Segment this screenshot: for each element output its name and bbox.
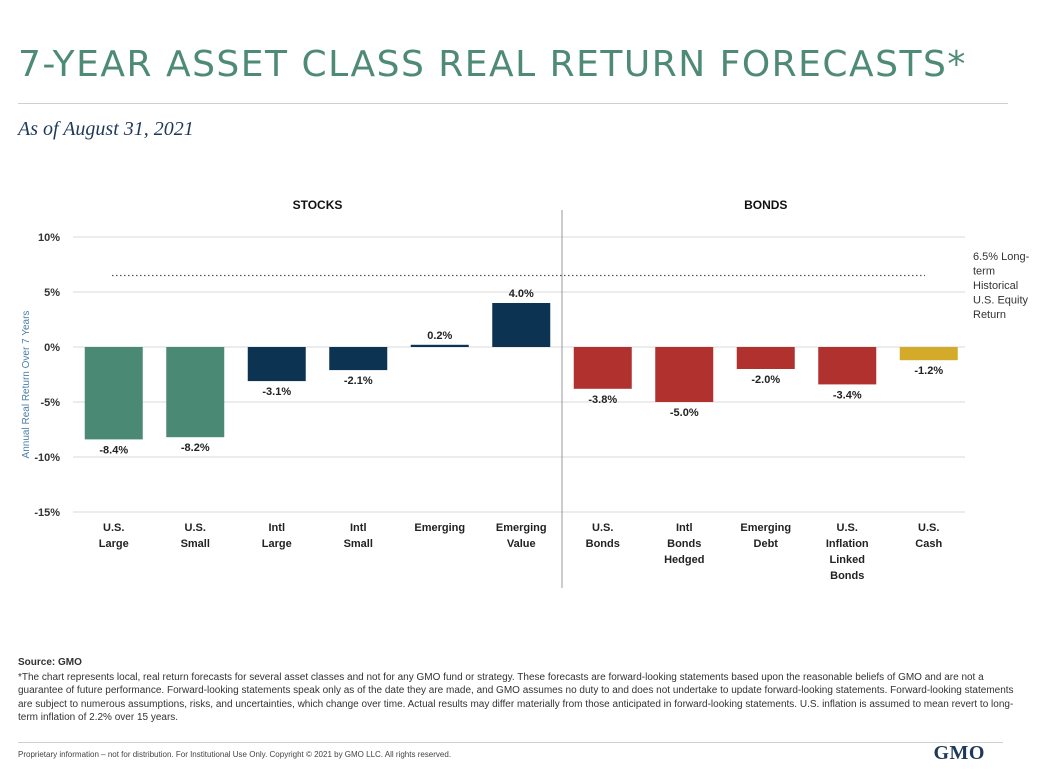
category-label-line: Large (262, 538, 292, 550)
bar (818, 347, 877, 385)
category-label-line: Emerging (414, 522, 465, 534)
bar-value-label: -1.2% (914, 365, 943, 377)
reference-line-label-line: Historical (973, 280, 1018, 292)
category-label-line: Small (181, 538, 210, 550)
category-label: U.S. Large (99, 522, 129, 550)
bar (329, 347, 388, 371)
category-label: Emerging Value (496, 522, 547, 550)
category-label-line: Inflation (826, 538, 869, 550)
category-label: Intl Small (344, 522, 373, 550)
bar-value-label: -2.0% (751, 374, 780, 386)
bar (736, 347, 795, 369)
category-label: Intl Large (262, 522, 292, 550)
bar (247, 347, 306, 382)
y-tick-label: -5% (40, 397, 60, 409)
gmo-logo: GMO (933, 742, 985, 764)
bar-value-label: -8.2% (181, 442, 210, 454)
bar-value-label: -8.4% (99, 444, 128, 456)
bar-value-label: 4.0% (509, 288, 534, 300)
bar-value-label: 0.2% (427, 330, 452, 342)
category-label: Emerging Debt (740, 522, 791, 550)
category-label-line: U.S. (918, 522, 939, 534)
category-label-line: Intl (676, 522, 693, 534)
category-label-line: Intl (269, 522, 286, 534)
footer-divider (18, 742, 1003, 743)
category-label-line: Large (99, 538, 129, 550)
category-label: U.S. Cash (915, 522, 942, 550)
reference-line-label-line: U.S. Equity (973, 295, 1029, 307)
bar-value-label: -5.0% (670, 407, 699, 419)
reference-line-label-line: Return (973, 309, 1006, 321)
bar-value-label: -3.1% (262, 386, 291, 398)
category-label-line: Value (507, 538, 536, 550)
bar (492, 303, 551, 347)
y-tick-label: 0% (44, 342, 60, 354)
category-label-line: Bonds (667, 538, 701, 550)
real-return-bar-chart: 10% 5% 0% -5% -10% -15% Annual Real Return Ove… (21, 198, 1030, 588)
y-tick-label: -15% (34, 507, 60, 519)
y-tick-label: -10% (34, 452, 60, 464)
title-divider (18, 103, 1008, 104)
category-label-line: Debt (754, 538, 779, 550)
y-tick-label: 10% (38, 232, 60, 244)
reference-line-label-line: 6.5% Long- (973, 251, 1030, 263)
category-label-line: U.S. (837, 522, 858, 534)
source-note: Source: GMO (18, 657, 82, 668)
category-label: U.S. Small (181, 522, 210, 550)
bar (573, 347, 632, 389)
category-label-line: Cash (915, 538, 942, 550)
bar-value-label: -3.4% (833, 389, 862, 401)
category-label: U.S. Inflation Linked Bonds (826, 522, 869, 582)
chart-notes: Source: GMO *The chart represents local,… (18, 656, 1018, 725)
category-label-line: Intl (350, 522, 367, 534)
category-label: Emerging (414, 522, 465, 534)
y-axis-title: Annual Real Return Over 7 Years (21, 311, 32, 459)
category-label-line: Linked (830, 554, 865, 566)
bar (410, 344, 469, 347)
footnote: *The chart represents local, real return… (18, 671, 1014, 724)
category-label-line: U.S. (592, 522, 613, 534)
footer-disclaimer: Proprietary information – not for distri… (18, 750, 452, 759)
category-label: Intl Bonds Hedged (664, 522, 704, 566)
bar (899, 347, 958, 361)
bar-value-label: -2.1% (344, 375, 373, 387)
bar (655, 347, 714, 402)
reference-line-label-line: term (973, 266, 995, 278)
category-label: U.S. Bonds (586, 522, 620, 550)
category-label-line: U.S. (103, 522, 124, 534)
bar (84, 347, 143, 440)
category-label-line: Bonds (586, 538, 620, 550)
category-label-line: Emerging (740, 522, 791, 534)
category-label-line: U.S. (185, 522, 206, 534)
bar (166, 347, 225, 438)
y-tick-label: 5% (44, 287, 60, 299)
reference-line-label: 6.5% Long-term Historical U.S. Equity Retur… (973, 251, 1030, 321)
category-label-line: Bonds (830, 570, 864, 582)
page-subtitle: As of August 31, 2021 (18, 118, 194, 140)
page-title: 7-YEAR ASSET CLASS REAL RETURN FORECASTS… (18, 44, 967, 85)
group-header-stocks: STOCKS (293, 198, 343, 212)
category-label-line: Hedged (664, 554, 704, 566)
category-label-line: Emerging (496, 522, 547, 534)
group-header-bonds: BONDS (744, 198, 787, 212)
category-label-line: Small (344, 538, 373, 550)
bar-value-label: -3.8% (588, 394, 617, 406)
